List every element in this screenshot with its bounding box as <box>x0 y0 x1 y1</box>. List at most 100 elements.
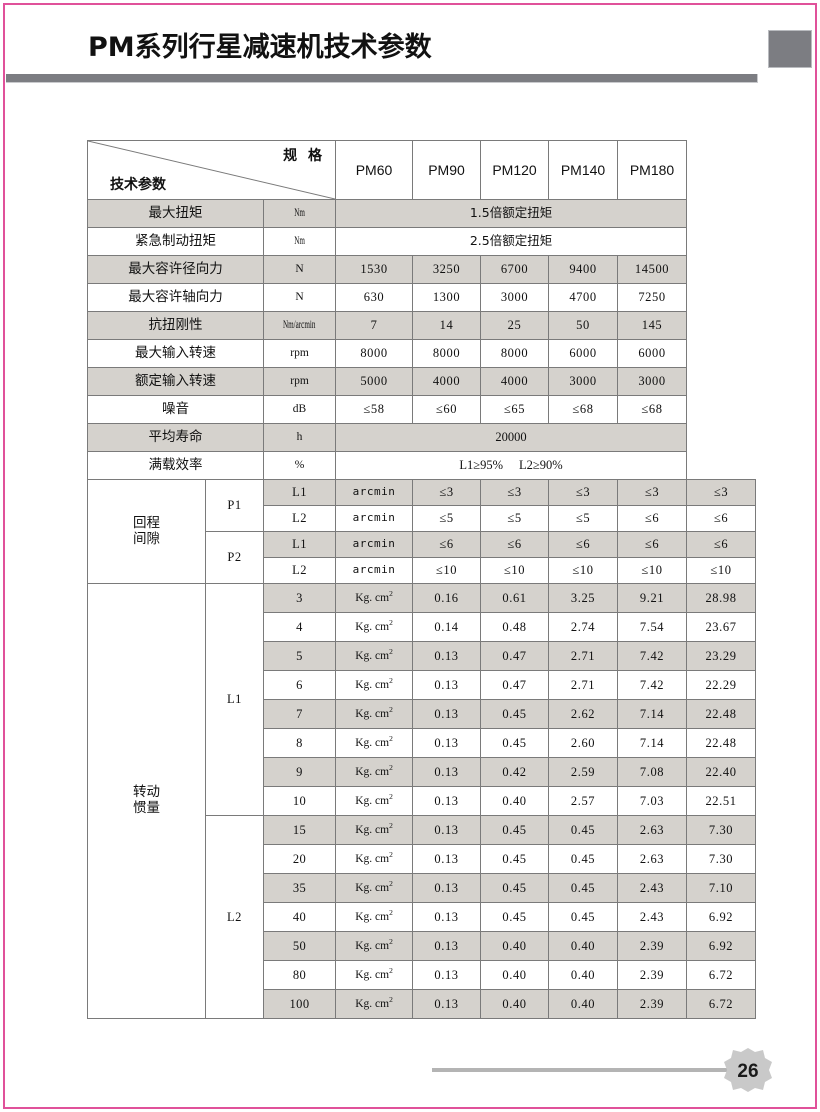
value-cell: 2.71 <box>548 641 619 671</box>
footer-rule <box>432 1068 752 1072</box>
value-cell: 0.40 <box>480 960 550 990</box>
unit-cell: Kg. cm2 <box>335 670 414 700</box>
value-cell: 0.14 <box>412 612 482 642</box>
value-cell: 2.59 <box>548 757 619 787</box>
param-label: 平均寿命 <box>87 423 264 452</box>
value-cell: ≤3 <box>686 479 757 506</box>
value-cell: 7.30 <box>686 844 757 874</box>
value-cell: 0.45 <box>548 844 619 874</box>
value-cell: 0.13 <box>412 902 482 932</box>
table-row: 回程 间隙 P1 L1 arcmin ≤3 ≤3 ≤3 ≤3 ≤3 <box>87 479 757 584</box>
value-cell: 7 <box>335 311 414 340</box>
unit-cell: Kg. cm2 <box>335 612 414 642</box>
value-cell: 0.45 <box>480 844 550 874</box>
backlash-precision-label: P1 <box>205 479 264 532</box>
table-row: 转动 惯量 L1 3 Kg. cm2 0.16 0.61 3.25 9.21 28.98 <box>87 583 757 1019</box>
table-row: L2 arcmin ≤10 ≤10 ≤10 ≤10 ≤10 <box>88 557 757 584</box>
value-cell: ≤6 <box>686 531 757 558</box>
value-cell: 2.62 <box>548 699 619 729</box>
value-cell: ≤5 <box>412 505 482 532</box>
value-cell: ≤10 <box>617 557 688 584</box>
value-cell: 22.48 <box>686 699 757 729</box>
value-cell: ≤10 <box>548 557 619 584</box>
value-cell: 0.40 <box>480 989 550 1019</box>
unit-cell: Kg. cm2 <box>335 960 414 990</box>
value-cell: 0.61 <box>480 583 550 613</box>
value-cell: 2.57 <box>548 786 619 816</box>
ratio-label: 8 <box>262 728 337 758</box>
spec-axis-label: 规 格 <box>283 148 326 164</box>
table-row: 10 Kg. cm2 0.13 0.40 2.57 7.03 22.51 <box>88 786 757 816</box>
gear-icon <box>724 1048 772 1092</box>
header-divider-bar <box>6 74 758 83</box>
value-cell: 3000 <box>480 283 550 312</box>
unit-cell: Kg. cm2 <box>335 902 414 932</box>
backlash-group-label: 回程 间隙 <box>87 479 206 584</box>
unit-cell: Nm <box>262 227 337 256</box>
page-number-badge: 26 <box>722 1046 774 1098</box>
ratio-label: 100 <box>262 989 337 1019</box>
value-cell: ≤68 <box>617 395 688 424</box>
backlash-precision-label: P2 <box>205 531 264 584</box>
value-cell: ≤10 <box>480 557 550 584</box>
table-row: 40 Kg. cm2 0.13 0.45 0.45 2.43 6.92 <box>88 902 757 932</box>
ratio-label: 35 <box>262 873 337 903</box>
value-cell: ≤5 <box>480 505 550 532</box>
unit-cell: arcmin <box>335 479 414 506</box>
value-cell: 22.48 <box>686 728 757 758</box>
param-label: 最大扭矩 <box>87 199 264 228</box>
table-row: 满载效率% L1≥95% L2≥90% <box>87 451 756 480</box>
table-row: 最大输入转速 rpm 8000 8000 8000 6000 6000 <box>87 339 756 368</box>
model-header-pm90: PM90 <box>412 140 482 200</box>
unit-cell: Kg. cm2 <box>335 757 414 787</box>
diagonal-divider-icon <box>88 141 336 199</box>
unit-cell: Kg. cm2 <box>335 786 414 816</box>
value-cell: 7.08 <box>617 757 688 787</box>
value-cell: 0.13 <box>412 757 482 787</box>
unit-cell: Kg. cm2 <box>335 931 414 961</box>
unit-cell: Kg. cm2 <box>335 699 414 729</box>
value-cell: 6.72 <box>686 960 757 990</box>
value-cell: ≤60 <box>412 395 482 424</box>
table-header-row: 规 格技术参数 PM60 PM90 PM120 PM140 PM180 <box>86 140 756 200</box>
value-cell: ≤68 <box>548 395 619 424</box>
unit-cell: arcmin <box>335 505 414 532</box>
value-cell: 0.13 <box>412 844 482 874</box>
ratio-label: 4 <box>262 612 337 642</box>
value-cell: 3000 <box>548 367 619 396</box>
ratio-label: 20 <box>262 844 337 874</box>
table-row: 紧急制动扭矩 Nm 2.5倍额定扭矩 <box>87 227 756 256</box>
value-cell: 145 <box>617 311 688 340</box>
unit-cell: Kg. cm2 <box>335 815 414 845</box>
value-cell: 0.13 <box>412 699 482 729</box>
unit-cell: Kg. cm2 <box>335 641 414 671</box>
ratio-label: 80 <box>262 960 337 990</box>
value-cell: 1300 <box>412 283 482 312</box>
value-cell: 25 <box>480 311 550 340</box>
ratio-label: 6 <box>262 670 337 700</box>
merged-value-cell: L1≥95% L2≥90% <box>335 451 688 480</box>
value-cell: 630 <box>335 283 414 312</box>
model-header-pm180: PM180 <box>617 140 688 200</box>
value-cell: 2.39 <box>617 931 688 961</box>
table-row: 8 Kg. cm2 0.13 0.45 2.60 7.14 22.48 <box>88 728 757 758</box>
table-row: 35 Kg. cm2 0.13 0.45 0.45 2.43 7.10 <box>88 873 757 903</box>
ratio-label: 10 <box>262 786 337 816</box>
value-cell: 7.30 <box>686 815 757 845</box>
value-cell: 0.42 <box>480 757 550 787</box>
table-row: 平均寿命 h 20000 <box>87 423 756 452</box>
value-cell: 0.45 <box>480 728 550 758</box>
value-cell: 0.40 <box>480 931 550 961</box>
ratio-label: 7 <box>262 699 337 729</box>
table-row: 20 Kg. cm2 0.13 0.45 0.45 2.63 7.30 <box>88 844 757 874</box>
value-cell: ≤65 <box>480 395 550 424</box>
value-cell: 7.10 <box>686 873 757 903</box>
table-row: 5 Kg. cm2 0.13 0.47 2.71 7.42 23.29 <box>88 641 757 671</box>
value-cell: ≤6 <box>548 531 619 558</box>
unit-cell: Nm/arcmin <box>262 311 337 340</box>
value-cell: 0.13 <box>412 815 482 845</box>
value-cell: 2.74 <box>548 612 619 642</box>
inertia-stage-label: L2 <box>205 815 264 1019</box>
value-cell: 0.45 <box>548 873 619 903</box>
